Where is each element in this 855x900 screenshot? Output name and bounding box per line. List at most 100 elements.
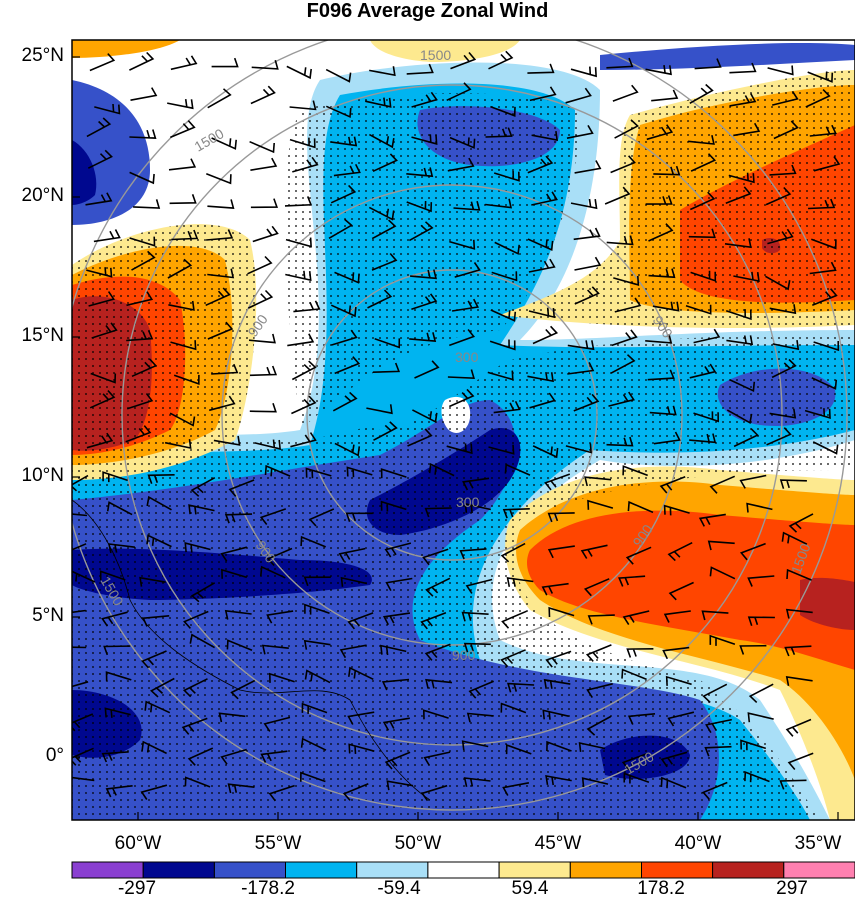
wind-barb [769,164,797,176]
wind-barb [779,779,807,790]
wind-barb [230,679,256,700]
wind-barb [541,582,569,596]
range-rings [72,40,848,811]
wind-barb [574,160,602,174]
wind-barb [208,395,236,412]
wind-barb [652,301,680,312]
wind-barb [406,200,433,213]
wind-barb [621,752,648,771]
wind-barb [453,200,481,211]
wind-barb [410,269,438,280]
wind-barb [334,356,361,375]
wind-barb [805,89,831,108]
wind-barb [304,669,331,684]
wind-barb [72,513,88,517]
wind-barb [181,717,208,735]
wind-barb [261,644,289,655]
wind-barb [72,713,94,732]
wind-barb [206,229,234,241]
wind-barb [286,65,312,80]
wind-barb [747,616,775,626]
wind-barb [529,86,557,102]
lon-label-50w: 50°W [394,833,442,854]
wind-barb [645,334,673,344]
coastline [72,499,431,801]
wind-barb [527,238,554,251]
wind-barb [304,603,330,615]
wind-barb [247,255,273,275]
wind-barb [490,309,517,322]
wind-barb [528,307,556,319]
wind-barb [88,291,115,307]
wind-barb [250,85,276,105]
wind-barb [613,275,640,286]
lon-label-45w: 45°W [534,833,582,854]
wind-barb [366,404,393,415]
wind-barb [106,501,133,516]
wind-barb [330,184,357,204]
wind-barb [129,171,155,185]
orange-region-nw [72,40,180,58]
colorbar-swatch [213,861,287,879]
wind-barb [811,377,838,390]
wind-barb [263,716,291,732]
wind-barb [102,471,128,483]
wind-barb [693,328,721,344]
wind-barb [250,198,279,209]
wind-barb [689,83,714,104]
wind-barb [618,575,646,587]
wind-barb [500,649,526,668]
wind-barb [146,534,172,548]
wind-barb [129,129,157,139]
wind-barb [660,751,688,768]
ring-label-900-b: 900 [452,647,476,663]
wind-barb [342,783,369,801]
wind-barb [688,135,715,145]
wind-barb [689,191,716,211]
wind-barb [528,258,556,273]
wind-barb [606,235,634,246]
wind-barb [140,784,168,800]
wind-barb [570,66,597,78]
wind-barb [264,464,291,477]
wind-barb [167,98,194,110]
wind-barb [125,425,152,443]
wind-barb [781,531,808,545]
wind-barb [139,576,166,587]
wind-barb [368,206,395,221]
wind-barb [371,219,397,240]
wind-barb [103,645,131,656]
wind-barb [131,250,156,271]
wind-barb [303,576,331,587]
wind-barb [289,100,317,111]
wind-barb [211,363,239,375]
wind-barb [729,62,757,74]
wind-barb [293,300,321,313]
map-title: F096 Average Zonal Wind [306,0,549,22]
wind-barb [424,507,452,518]
colorbar-label-2: -178.2 [241,878,295,899]
wind-barb [365,97,392,108]
wind-barb [740,739,767,751]
wind-barb [141,740,167,755]
wind-barb [648,223,674,242]
wind-barb [463,777,491,787]
wind-barb [259,508,287,525]
wind-barb [284,196,313,207]
wind-barb [411,91,438,108]
wind-barb [409,332,437,342]
wind-barb [565,87,592,104]
wind-barb [99,570,126,581]
wind-barb [531,191,558,206]
lat-label-15n: 15°N [21,325,64,346]
wind-barb [90,372,117,384]
wind-barb [221,568,248,579]
range-ring-900 [221,184,683,646]
wind-barb [87,149,113,169]
wind-barb [406,167,434,178]
wind-barb [748,683,774,703]
wind-barb [89,390,116,409]
wind-barb [338,547,366,562]
wind-barb [369,133,395,149]
stipple-overlay-ne [500,70,855,328]
